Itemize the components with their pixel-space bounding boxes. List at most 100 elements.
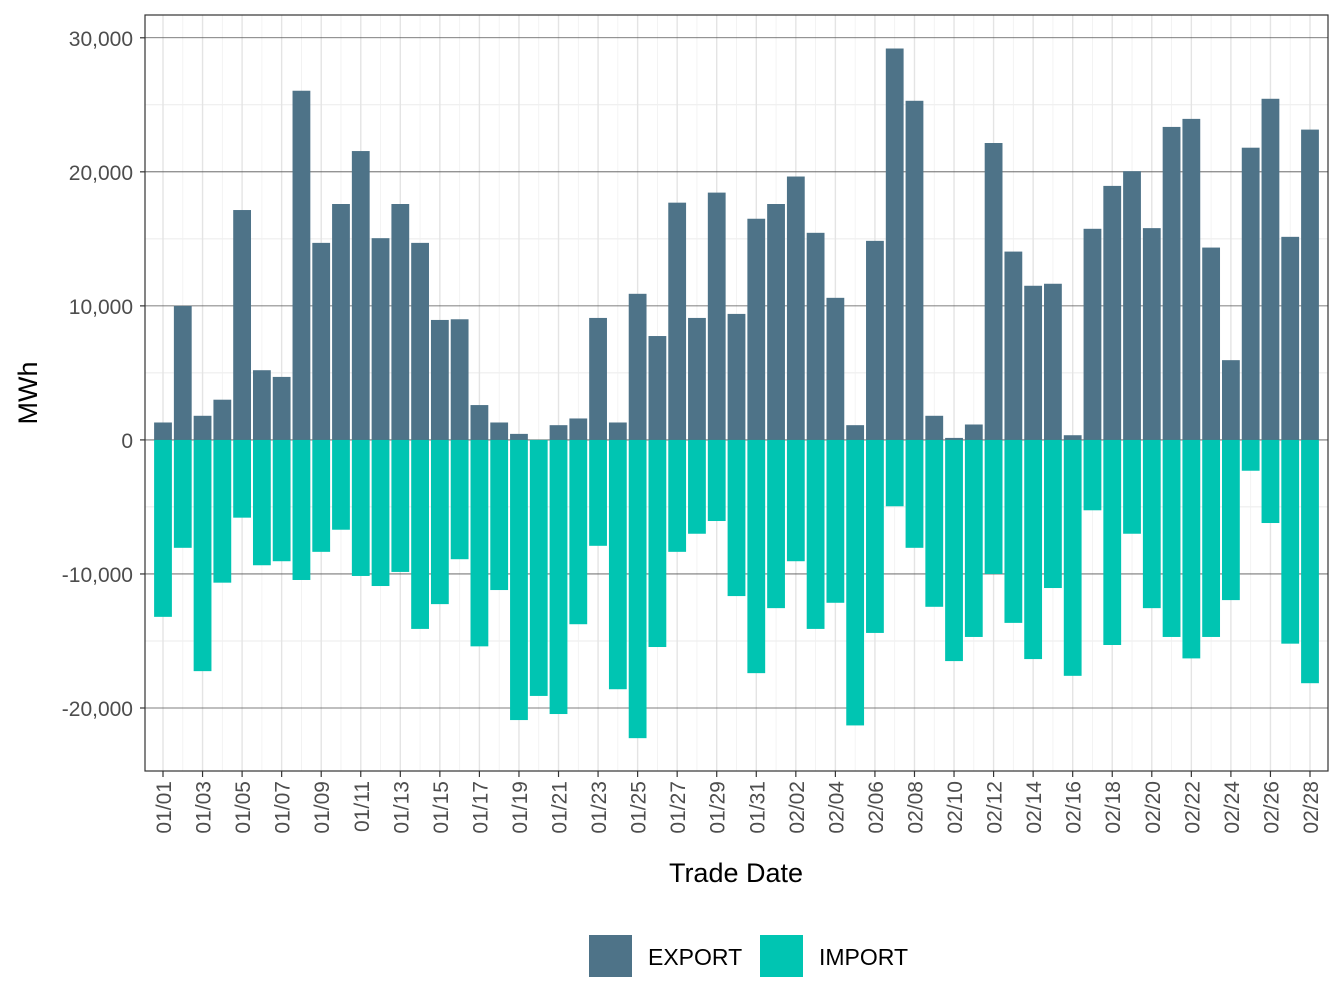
- bar-import-01-22: [569, 439, 588, 625]
- bar-export-02-10: [945, 437, 963, 440]
- bar-export-01-14: [411, 242, 429, 440]
- x-tick-label: 02/22: [1181, 781, 1204, 834]
- bar-import-01-10: [332, 439, 350, 530]
- bar-import-02-27: [1281, 439, 1300, 644]
- bar-import-01-03: [193, 439, 212, 672]
- bar-import-02-06: [866, 439, 884, 633]
- bar-export-01-12: [371, 238, 390, 440]
- x-axis-title: Trade Date: [669, 858, 803, 888]
- bar-import-02-18: [1103, 439, 1122, 645]
- x-tick-label: 02/04: [825, 781, 848, 834]
- bar-export-01-31: [747, 218, 766, 440]
- bar-import-01-12: [371, 439, 390, 587]
- bar-export-01-09: [312, 242, 331, 440]
- bar-export-01-19: [510, 433, 528, 440]
- x-tick-label: 01/03: [193, 781, 216, 834]
- x-tick-label: 01/17: [469, 781, 492, 834]
- plot-border: [144, 14, 1329, 772]
- bar-export-02-06: [866, 240, 884, 440]
- bar-import-02-22: [1182, 439, 1201, 659]
- bar-export-02-07: [885, 48, 904, 440]
- legend-label-export: EXPORT: [648, 944, 742, 970]
- bar-export-01-25: [628, 293, 647, 440]
- bar-export-01-30: [727, 313, 746, 440]
- x-tick-label: 01/07: [272, 781, 295, 834]
- bar-import-01-21: [549, 439, 568, 715]
- y-tick-label: -20,000: [62, 698, 133, 721]
- bar-import-02-07: [885, 439, 904, 507]
- bar-import-01-31: [747, 439, 766, 674]
- bar-export-01-22: [569, 418, 588, 440]
- bar-export-02-19: [1123, 171, 1141, 440]
- bar-import-01-14: [411, 439, 429, 629]
- bar-import-02-10: [945, 439, 963, 662]
- bar-import-01-16: [450, 439, 469, 560]
- x-tick-label: 02/20: [1142, 781, 1165, 834]
- bar-import-02-20: [1142, 439, 1161, 609]
- bar-import-02-11: [964, 439, 983, 637]
- x-tick-label: 01/09: [311, 781, 334, 834]
- bar-export-02-04: [826, 297, 845, 440]
- bar-import-02-14: [1024, 439, 1043, 660]
- bar-import-01-26: [648, 439, 667, 648]
- bar-import-02-17: [1083, 439, 1102, 511]
- bar-export-02-22: [1182, 118, 1201, 440]
- bar-import-01-08: [292, 439, 311, 580]
- bar-export-02-16: [1063, 435, 1082, 440]
- x-tick-label: 02/18: [1102, 781, 1125, 834]
- bar-import-02-05: [846, 439, 865, 726]
- bar-export-01-15: [430, 319, 449, 440]
- bar-import-02-19: [1123, 439, 1141, 534]
- bar-import-02-09: [925, 439, 944, 607]
- bar-export-02-23: [1202, 247, 1221, 440]
- x-axis: 01/01 01/03 01/05 01/07 01/09 01/11 01/13 01/15…: [153, 771, 1323, 834]
- bar-import-01-19: [510, 439, 528, 721]
- x-tick-label: 02/08: [904, 781, 927, 834]
- bar-export-01-26: [648, 336, 667, 440]
- bar-import-01-07: [272, 439, 291, 562]
- bar-import-02-04: [826, 439, 845, 603]
- bar-import-01-02: [173, 439, 192, 548]
- bar-import-01-13: [391, 439, 410, 572]
- x-tick-label: 01/11: [351, 781, 374, 832]
- bar-export-01-28: [688, 317, 706, 440]
- bar-export-01-01: [154, 422, 172, 440]
- x-tick-label: 02/24: [1221, 781, 1244, 834]
- legend-swatch-export: [589, 935, 632, 977]
- legend-swatch-import: [760, 935, 803, 977]
- bar-import-01-25: [628, 439, 647, 739]
- x-tick-label: 01/27: [667, 781, 690, 834]
- y-tick-label: 20,000: [69, 162, 133, 185]
- bar-import-01-30: [727, 439, 746, 597]
- bar-import-01-24: [608, 439, 627, 690]
- bar-export-02-01: [767, 204, 785, 440]
- x-tick-label: 01/13: [390, 781, 413, 834]
- bar-export-02-18: [1103, 185, 1122, 440]
- bar-import-01-06: [252, 439, 271, 566]
- bar-import-01-20: [529, 439, 548, 696]
- bar-export-01-06: [252, 370, 271, 440]
- bar-import-01-04: [213, 439, 232, 583]
- x-tick-label: 01/21: [549, 781, 572, 834]
- bar-export-02-21: [1162, 126, 1181, 440]
- bar-export-01-29: [707, 192, 726, 440]
- bar-import-01-05: [233, 439, 252, 518]
- bar-export-02-02: [786, 176, 805, 440]
- bar-export-01-16: [450, 319, 469, 440]
- y-tick-label: 0: [121, 430, 133, 453]
- bar-export-02-13: [1004, 251, 1023, 440]
- bar-export-02-14: [1024, 285, 1043, 440]
- x-tick-label: 01/19: [509, 781, 532, 834]
- x-tick-label: 01/25: [628, 781, 651, 834]
- bar-export-02-28: [1301, 129, 1319, 440]
- bar-import-02-15: [1044, 439, 1062, 589]
- bar-import-02-03: [806, 439, 825, 629]
- y-axis-title: MWh: [13, 362, 43, 425]
- y-tick-label: 10,000: [69, 296, 133, 319]
- bar-import-01-29: [707, 439, 726, 522]
- bar-import-02-13: [1004, 439, 1023, 623]
- bar-import-01-18: [490, 439, 509, 591]
- bar-export-02-26: [1261, 98, 1280, 440]
- bar-import-02-08: [905, 439, 924, 548]
